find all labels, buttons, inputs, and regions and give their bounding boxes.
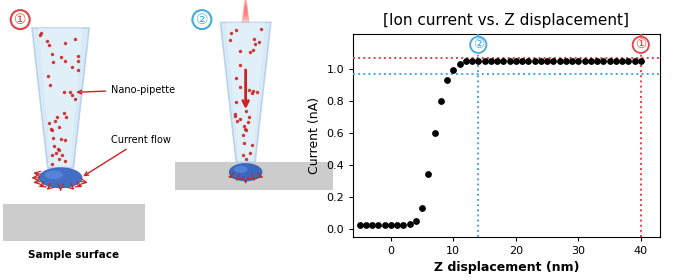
Point	[610, 59, 621, 63]
Point	[504, 59, 515, 63]
Point	[473, 59, 484, 63]
Point	[361, 223, 371, 228]
Point	[561, 59, 571, 63]
Y-axis label: Current (nA): Current (nA)	[308, 97, 321, 174]
Point	[579, 59, 590, 63]
Point	[386, 223, 396, 228]
Point	[623, 59, 634, 63]
Point	[429, 130, 440, 135]
Point	[454, 62, 465, 66]
Point	[567, 59, 577, 63]
Point	[448, 68, 459, 73]
Point	[392, 223, 402, 228]
Point	[598, 59, 608, 63]
Polygon shape	[220, 22, 271, 162]
Text: ②: ②	[472, 38, 484, 51]
Point	[542, 59, 553, 63]
Text: Current flow: Current flow	[84, 135, 171, 176]
Ellipse shape	[229, 163, 262, 181]
Polygon shape	[242, 0, 248, 14]
Point	[411, 218, 421, 223]
Text: ②: ②	[196, 13, 208, 27]
Ellipse shape	[234, 166, 247, 173]
Point	[573, 59, 583, 63]
Point	[417, 206, 427, 210]
Polygon shape	[226, 22, 265, 160]
Point	[592, 59, 602, 63]
Point	[485, 59, 496, 63]
Point	[510, 59, 521, 63]
Point	[523, 59, 534, 63]
Point	[548, 59, 559, 63]
Polygon shape	[242, 6, 250, 22]
Point	[441, 78, 452, 82]
Point	[435, 99, 446, 103]
Point	[466, 59, 477, 63]
Polygon shape	[32, 28, 89, 168]
Point	[604, 59, 615, 63]
Title: [Ion current vs. Z displacement]: [Ion current vs. Z displacement]	[384, 13, 629, 28]
Bar	[175, 162, 333, 190]
Point	[460, 59, 471, 63]
Polygon shape	[243, 0, 248, 11]
Point	[373, 223, 384, 228]
Polygon shape	[244, 0, 248, 8]
Point	[367, 223, 378, 228]
Point	[517, 59, 528, 63]
Polygon shape	[242, 3, 249, 20]
Point	[398, 223, 409, 228]
Point	[492, 59, 503, 63]
Polygon shape	[242, 0, 249, 17]
Point	[616, 59, 627, 63]
Point	[536, 59, 546, 63]
Polygon shape	[38, 28, 82, 165]
Text: Nano-pipette: Nano-pipette	[77, 85, 175, 95]
Text: Sample surface: Sample surface	[28, 250, 120, 260]
Text: ①: ①	[14, 13, 26, 27]
Point	[529, 59, 540, 63]
Point	[404, 221, 415, 226]
Ellipse shape	[44, 171, 63, 179]
Point	[629, 59, 640, 63]
Ellipse shape	[38, 167, 82, 188]
Text: ①: ①	[635, 38, 647, 51]
Point	[635, 59, 646, 63]
X-axis label: Z displacement (nm): Z displacement (nm)	[433, 261, 579, 274]
Point	[379, 223, 390, 228]
Bar	[3, 204, 145, 241]
Point	[586, 59, 596, 63]
Point	[354, 223, 365, 228]
Point	[554, 59, 565, 63]
Point	[423, 172, 433, 176]
Point	[498, 59, 509, 63]
Point	[479, 59, 490, 63]
